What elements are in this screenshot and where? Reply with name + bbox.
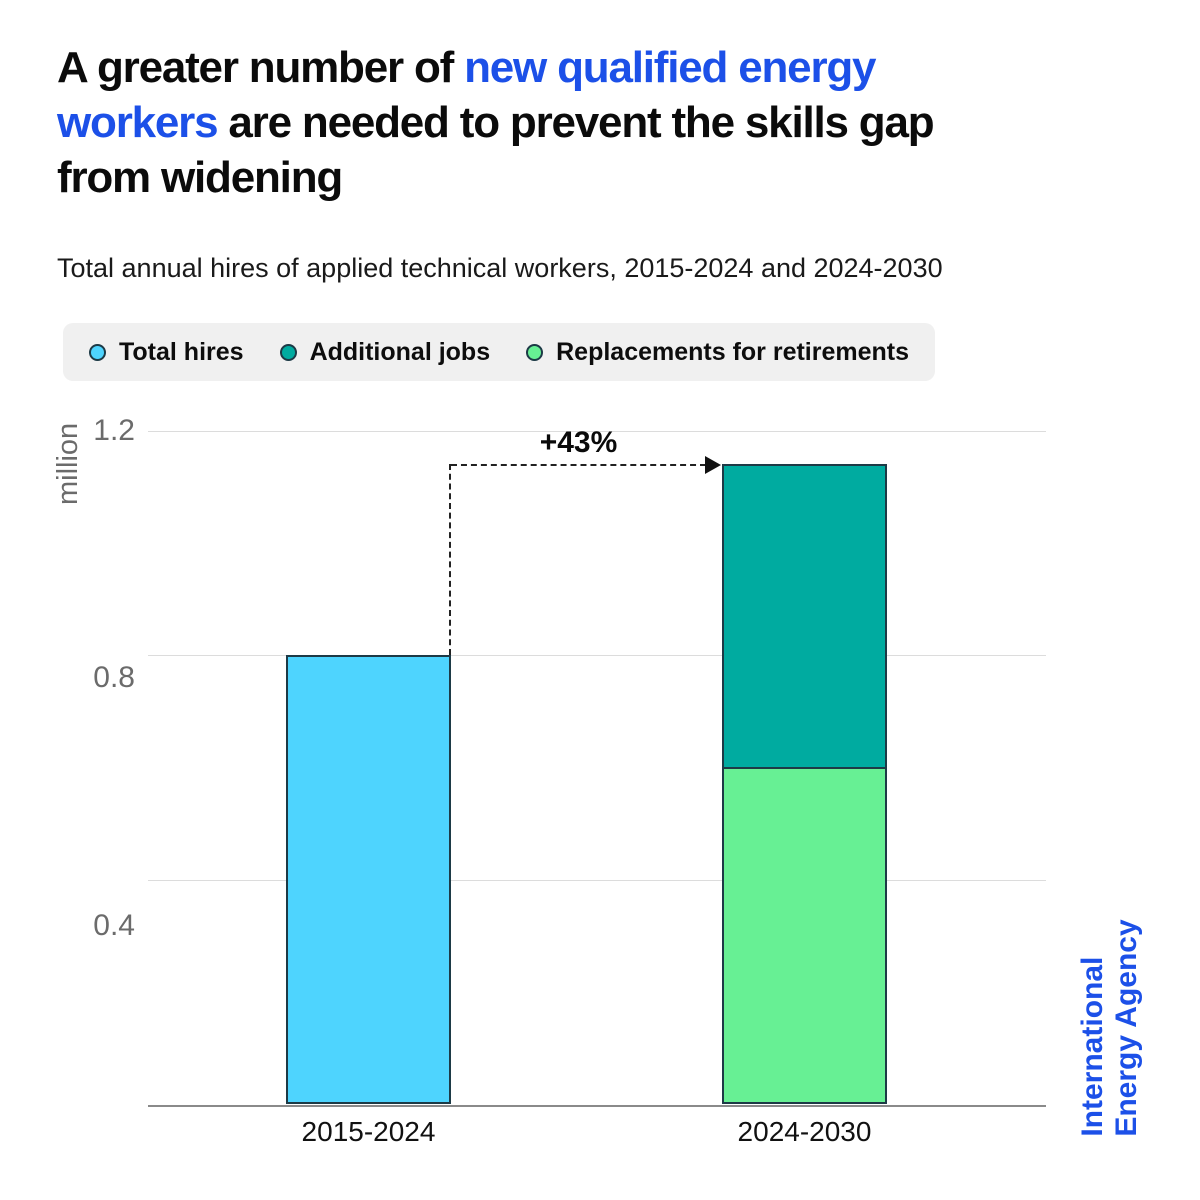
gridline (148, 655, 1046, 656)
x-axis-category-label: 2024-2030 (737, 1116, 872, 1147)
title-text: are needed to prevent the skills gap (217, 98, 934, 147)
x-axis-line (148, 1105, 1046, 1107)
iea-logo-line-1: International (1076, 956, 1109, 1137)
legend-label: Total hires (119, 337, 244, 366)
y-axis-tick-label: 0.4 (93, 909, 135, 942)
page-title-line: workers are needed to prevent the skills… (57, 95, 1097, 150)
title-highlight-text: workers (57, 98, 219, 147)
annotation-arrowhead-icon (705, 456, 721, 474)
iea-logo-text: International Energy Agency (1076, 919, 1144, 1136)
chart-legend: Total hires Additional jobs Replacements f… (63, 323, 936, 381)
bar-segment (722, 464, 887, 767)
title-highlight-text: new qualified energy (464, 43, 876, 92)
legend-label: Replacements for retirements (556, 337, 910, 366)
legend-item: Additional jobs (279, 337, 491, 367)
annotation-dashed-horizontal-line (451, 464, 706, 466)
title-text: from widening (57, 153, 343, 202)
y-axis-tick-label: 1.2 (93, 414, 135, 447)
legend-dot-icon (279, 343, 297, 361)
gridline (148, 880, 1046, 881)
legend-label: Additional jobs (309, 337, 491, 366)
legend-item: Total hires (89, 338, 244, 367)
page-title-line: from widening (57, 150, 1097, 205)
gridline (148, 431, 1046, 432)
page-title-line: A greater number of new qualified energy (57, 40, 1097, 95)
title-text: A greater number of (57, 43, 465, 92)
bar-segment (722, 767, 887, 1104)
legend-dot-icon (526, 343, 544, 361)
y-axis-tick-label: 0.8 (93, 661, 135, 694)
legend-dot-icon (89, 343, 106, 361)
legend-item: Replacements for retirements (526, 338, 909, 367)
x-axis-category-label: 2015-2024 (301, 1116, 436, 1147)
iea-logo-line-2: Energy Agency (1110, 919, 1143, 1137)
page-title: A greater number of new qualified energy… (57, 40, 1097, 205)
annotation-percent-label: +43% (539, 426, 618, 459)
bar-segment (286, 655, 451, 1104)
chart-subtitle: Total annual hires of applied technical … (57, 253, 943, 283)
annotation-dashed-vertical-line (449, 464, 451, 655)
